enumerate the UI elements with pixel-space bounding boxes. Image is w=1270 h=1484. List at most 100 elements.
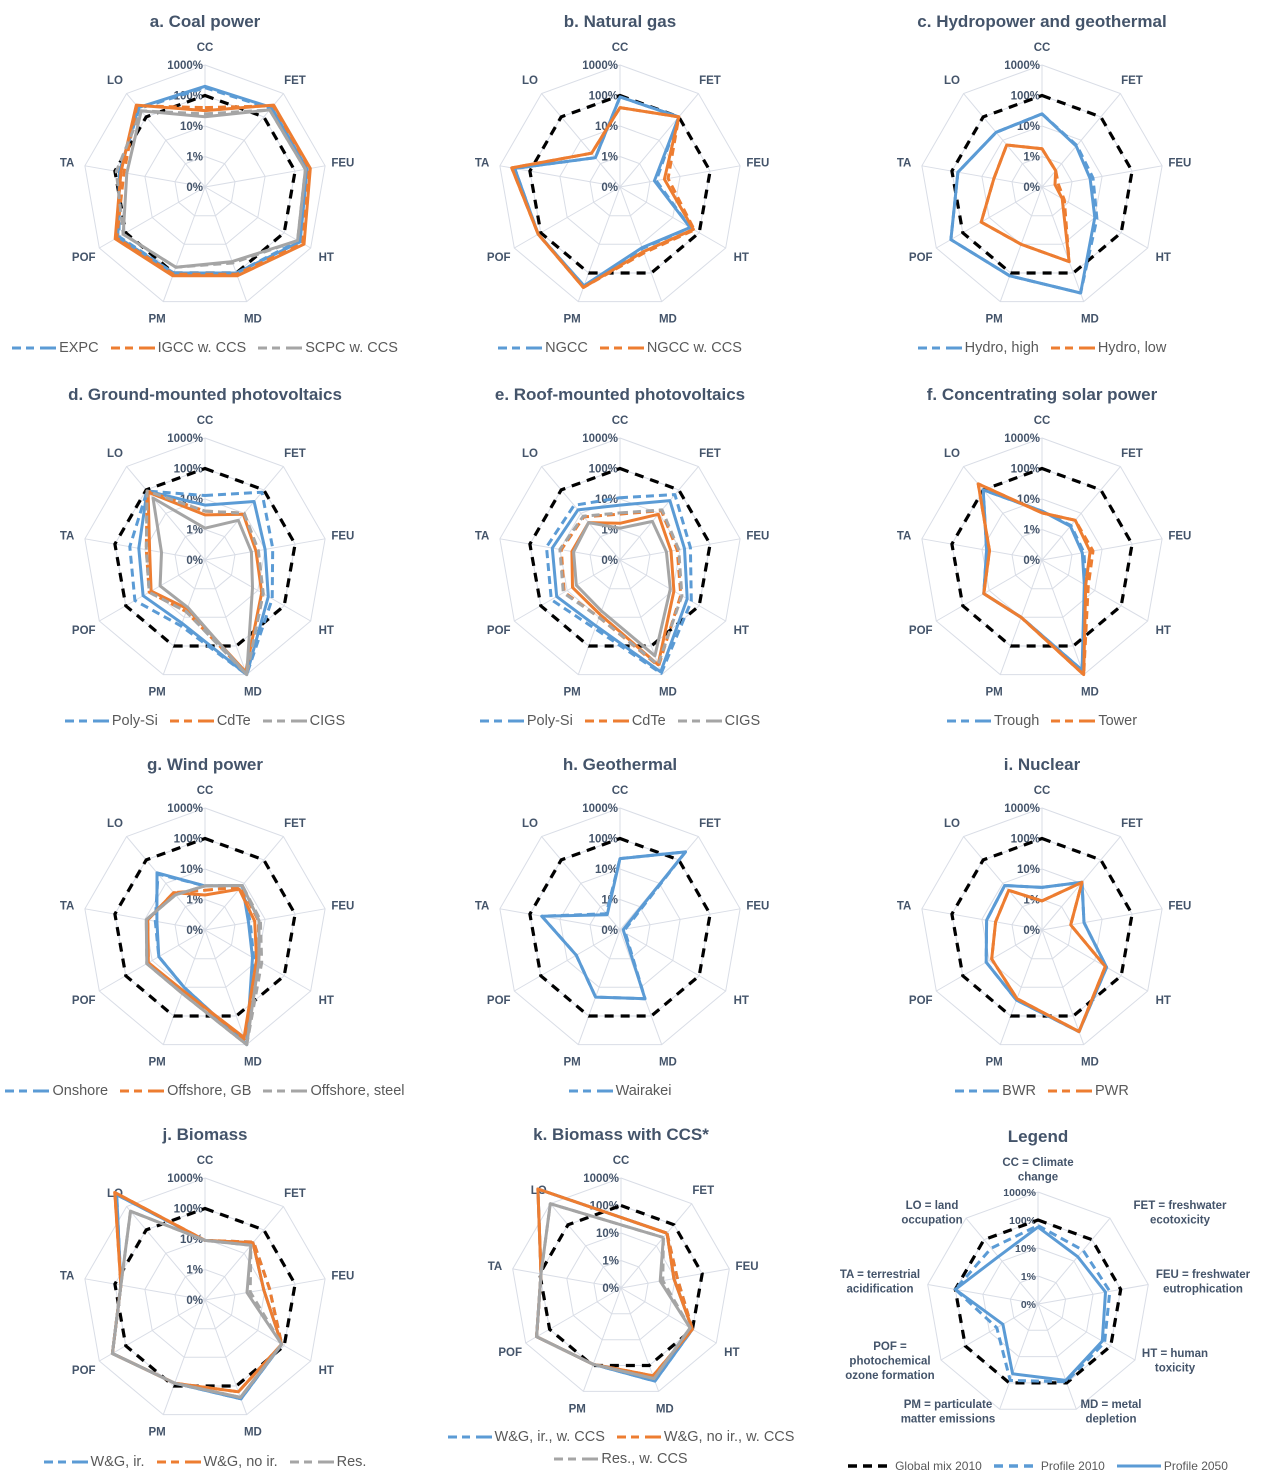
- legend-label: Hydro, high: [964, 340, 1039, 356]
- grid-ring: [981, 498, 1103, 618]
- legend-label: Profile 2050: [1163, 1459, 1228, 1473]
- legend-label: W&G, no ir.: [203, 1454, 278, 1470]
- panel-title: i. Nuclear: [1003, 755, 1081, 774]
- axis-spoke: [126, 1206, 206, 1301]
- axis-label-feu: FEU: [1168, 901, 1191, 913]
- axis-label-lo: LO: [944, 818, 960, 830]
- axis-label-ht: HT: [319, 995, 334, 1007]
- series-global-mix-2010: [528, 93, 712, 275]
- axis-label-pm: PM: [148, 314, 165, 326]
- axis-description: HT = human toxicity: [1142, 1348, 1208, 1375]
- legend-swatch-icon: [1050, 346, 1095, 350]
- grid-ring: [499, 64, 741, 303]
- axis-description: POF = photochemical ozone formation: [845, 1341, 934, 1382]
- axis-label-feu: FEU: [331, 901, 354, 913]
- axis-description-line: change: [1018, 1172, 1058, 1184]
- axis-label-pof: POF: [72, 995, 96, 1007]
- tick-label: 100%: [589, 834, 618, 846]
- grid-ring: [593, 1259, 649, 1315]
- legend-item: Profile 2010: [993, 1459, 1105, 1473]
- axis-label-md: MD: [659, 314, 677, 326]
- tick-label: 0%: [601, 925, 618, 937]
- axis-spoke: [963, 836, 1043, 931]
- tick-label: 10%: [1017, 121, 1040, 133]
- legend-item: CIGS: [262, 713, 345, 729]
- legend-label: Wairakei: [615, 1083, 672, 1099]
- tick-label: 100%: [1011, 834, 1040, 846]
- series-0-profile-2010: [128, 489, 275, 677]
- axis-label-lo: LO: [107, 818, 123, 830]
- axis-spoke: [541, 93, 621, 188]
- axis-description-line: acidification: [846, 1284, 913, 1296]
- axis-spoke: [126, 836, 206, 931]
- axis-spoke: [1041, 165, 1163, 188]
- axis-label-fet: FET: [1121, 448, 1143, 460]
- axis-label-pof: POF: [909, 995, 933, 1007]
- axis-spoke: [999, 1303, 1039, 1410]
- axis-label-pof: POF: [487, 252, 511, 264]
- axis-spoke: [204, 559, 311, 622]
- legend-item: Poly-Si: [479, 713, 573, 729]
- legend-item: Offshore, steel: [263, 1083, 405, 1099]
- series-global-mix-2010: [950, 466, 1134, 648]
- axis-spoke: [1041, 929, 1085, 1045]
- axis-spoke: [1041, 186, 1085, 302]
- axis-spoke: [619, 908, 741, 931]
- tick-label: 1000%: [167, 433, 203, 445]
- series-1-profile-2050: [976, 482, 1092, 677]
- axis-label-fet: FET: [284, 75, 306, 87]
- axis-spoke: [936, 559, 1043, 622]
- axis-label-ht: HT: [734, 995, 749, 1007]
- legend-swatch-icon: [1051, 719, 1096, 723]
- axis-spoke: [619, 93, 699, 188]
- legend-label: Tower: [1098, 713, 1138, 729]
- legend-label: W&G, ir.: [90, 1454, 145, 1470]
- axis-label-ht: HT: [319, 252, 334, 264]
- axis-label-cc: CC: [197, 415, 214, 427]
- axis-description-line: matter emissions: [901, 1414, 996, 1426]
- axis-label-lo: LO: [107, 75, 123, 87]
- tick-label: 1000%: [1004, 803, 1040, 815]
- grid-ring: [174, 1268, 236, 1330]
- axis-label-md: MD: [656, 1403, 674, 1415]
- legend-swatch-icon: [554, 1457, 599, 1461]
- axis-label-fet: FET: [1121, 75, 1143, 87]
- grid-ring: [84, 437, 326, 676]
- axis-spoke: [514, 559, 621, 622]
- axis-label-fet: FET: [284, 818, 306, 830]
- axis-spoke: [620, 1203, 693, 1289]
- legend-swatch-icon: [1048, 1089, 1092, 1093]
- grid-ring: [499, 807, 741, 1046]
- axis-spoke: [577, 186, 621, 302]
- axis-spoke: [204, 1206, 284, 1301]
- grid-ring: [174, 528, 236, 590]
- tick-label: 0%: [1021, 1299, 1037, 1311]
- legend-label: IGCC w. CCS: [157, 340, 247, 356]
- legend-swatch-icon: [1116, 1464, 1161, 1468]
- tick-label: 0%: [186, 555, 203, 567]
- tick-label: 1000%: [582, 60, 618, 72]
- panel-legend: W&G, ir. W&G, no ir. Res.: [0, 1454, 410, 1470]
- tick-label: 1%: [1023, 525, 1040, 537]
- series-global-mix-2010: [528, 466, 712, 648]
- series-global-mix-2010: [950, 836, 1134, 1018]
- series-2-profile-2050: [121, 108, 307, 269]
- axis-label-feu: FEU: [736, 1261, 759, 1273]
- grid-ring: [144, 125, 266, 245]
- axis-label-ht: HT: [1156, 252, 1171, 264]
- axis-spoke: [162, 559, 206, 675]
- legend-label: W&G, ir., w. CCS: [494, 1429, 605, 1445]
- series-2-profile-2050: [144, 884, 261, 1047]
- panel-legend: Trough Tower: [837, 713, 1247, 729]
- axis-description-line: POF =: [873, 1341, 907, 1353]
- panel-title: d. Ground-mounted photovoltaics: [68, 385, 342, 404]
- axis-label-lo: LO: [522, 75, 538, 87]
- axis-label-ta: TA: [488, 1261, 502, 1273]
- axis-label-pof: POF: [909, 252, 933, 264]
- tick-label: 0%: [186, 925, 203, 937]
- legend-label: NGCC: [545, 340, 588, 356]
- axis-description-line: toxicity: [1155, 1363, 1196, 1375]
- legend-swatch-icon: [447, 1435, 492, 1439]
